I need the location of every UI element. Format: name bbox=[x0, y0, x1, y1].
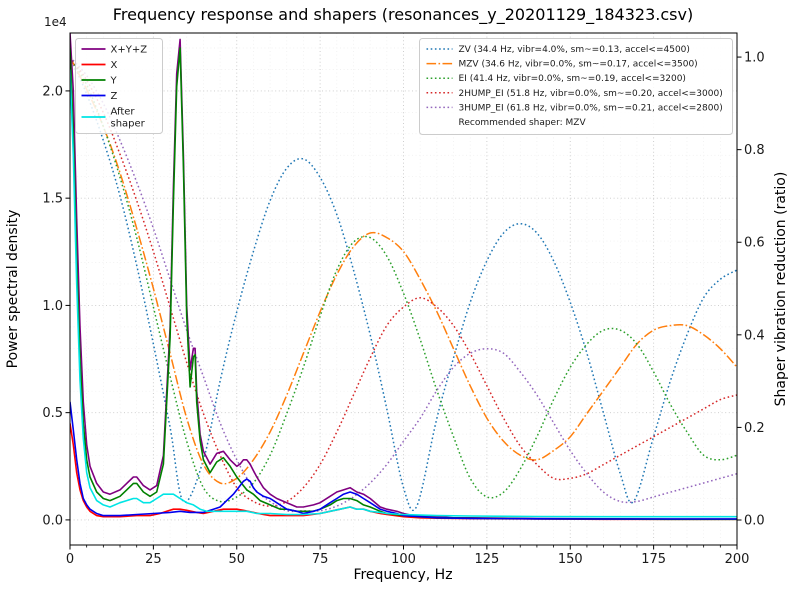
y-right-tick-label: 0.0 bbox=[744, 514, 765, 529]
legend-shaper-box bbox=[419, 38, 733, 135]
shaper-curve-ZV bbox=[70, 56, 737, 512]
y-right-tick-label: 0.2 bbox=[744, 421, 765, 436]
x-tick-label: 0 bbox=[66, 552, 74, 567]
psd-curve-Z bbox=[70, 401, 737, 520]
x-tick-label: 200 bbox=[725, 552, 750, 567]
legend-psd-label: X+Y+Z bbox=[111, 45, 148, 56]
psd-curve-X bbox=[70, 423, 737, 521]
legend-shaper-label: ZV (34.4 Hz, vibr=4.0%, sm~=0.13, accel<… bbox=[459, 45, 690, 55]
x-tick-label: 150 bbox=[558, 552, 583, 567]
x-tick-label: 25 bbox=[145, 552, 162, 567]
y-left-tick-label: 0.5 bbox=[42, 406, 63, 421]
y-left-tick-label: 0.0 bbox=[42, 513, 63, 528]
legend-psd-label: Z bbox=[111, 91, 118, 102]
chart-title: Frequency response and shapers (resonanc… bbox=[113, 5, 693, 25]
y-right-tick-label: 0.4 bbox=[744, 328, 765, 343]
legend-psd-box bbox=[75, 38, 163, 134]
y-left-tick-label: 2.0 bbox=[42, 84, 63, 99]
axes: 0 25 50 75 100 125 150 175 200 0.0 0.5 1.0 1.5 2.0 0.0… bbox=[42, 32, 765, 567]
x-tick-label: 175 bbox=[641, 552, 666, 567]
x-tick-label: 125 bbox=[474, 552, 499, 567]
y-right-tick-label: 0.6 bbox=[744, 236, 765, 251]
legend-psd-label: X bbox=[111, 60, 118, 71]
y-right-tick-label: 0.8 bbox=[744, 143, 765, 158]
legend-shaper-label: MZV (34.6 Hz, vibr=0.0%, sm~=0.17, accel… bbox=[459, 60, 698, 70]
y-axis-label-left: Power spectral density bbox=[5, 210, 21, 369]
y-right-tick-label: 1.0 bbox=[744, 51, 765, 66]
x-tick-label: 75 bbox=[312, 552, 329, 567]
y-axis-label-right: Shaper vibration reduction (ratio) bbox=[773, 172, 789, 407]
shaper-curve-2HUMP_EI bbox=[70, 56, 737, 507]
legend-shaper-label: 2HUMP_EI (51.8 Hz, vibr=0.0%, sm~=0.20, … bbox=[459, 89, 723, 99]
legend-shaper-label: 3HUMP_EI (61.8 Hz, vibr=0.0%, sm~=0.21, … bbox=[459, 103, 723, 113]
x-tick-label: 100 bbox=[391, 552, 416, 567]
y-axis-offset-text: 1e4 bbox=[44, 15, 67, 29]
curves bbox=[70, 33, 737, 521]
legend-psd-label: shaper bbox=[111, 119, 146, 130]
y-left-tick-label: 1.5 bbox=[42, 192, 63, 207]
psd-curve-Y bbox=[70, 47, 737, 521]
y-left-tick-label: 1.0 bbox=[42, 299, 63, 314]
x-axis-label: Frequency, Hz bbox=[353, 567, 452, 583]
psd-curve-After-shaper bbox=[70, 69, 737, 518]
shaper-curve-3HUMP_EI bbox=[70, 56, 737, 513]
legend-psd-label: After bbox=[111, 107, 136, 118]
shaper-curve-EI bbox=[70, 56, 737, 503]
x-tick-label: 50 bbox=[228, 552, 245, 567]
legend-note: Recommended shaper: MZV bbox=[459, 118, 587, 128]
psd-curve-X-Y-Z bbox=[70, 33, 737, 520]
shaper-curve-MZV bbox=[70, 56, 737, 485]
legend-psd-label: Y bbox=[110, 76, 118, 87]
legend-shaper-label: EI (41.4 Hz, vibr=0.0%, sm~=0.19, accel<… bbox=[459, 74, 686, 84]
